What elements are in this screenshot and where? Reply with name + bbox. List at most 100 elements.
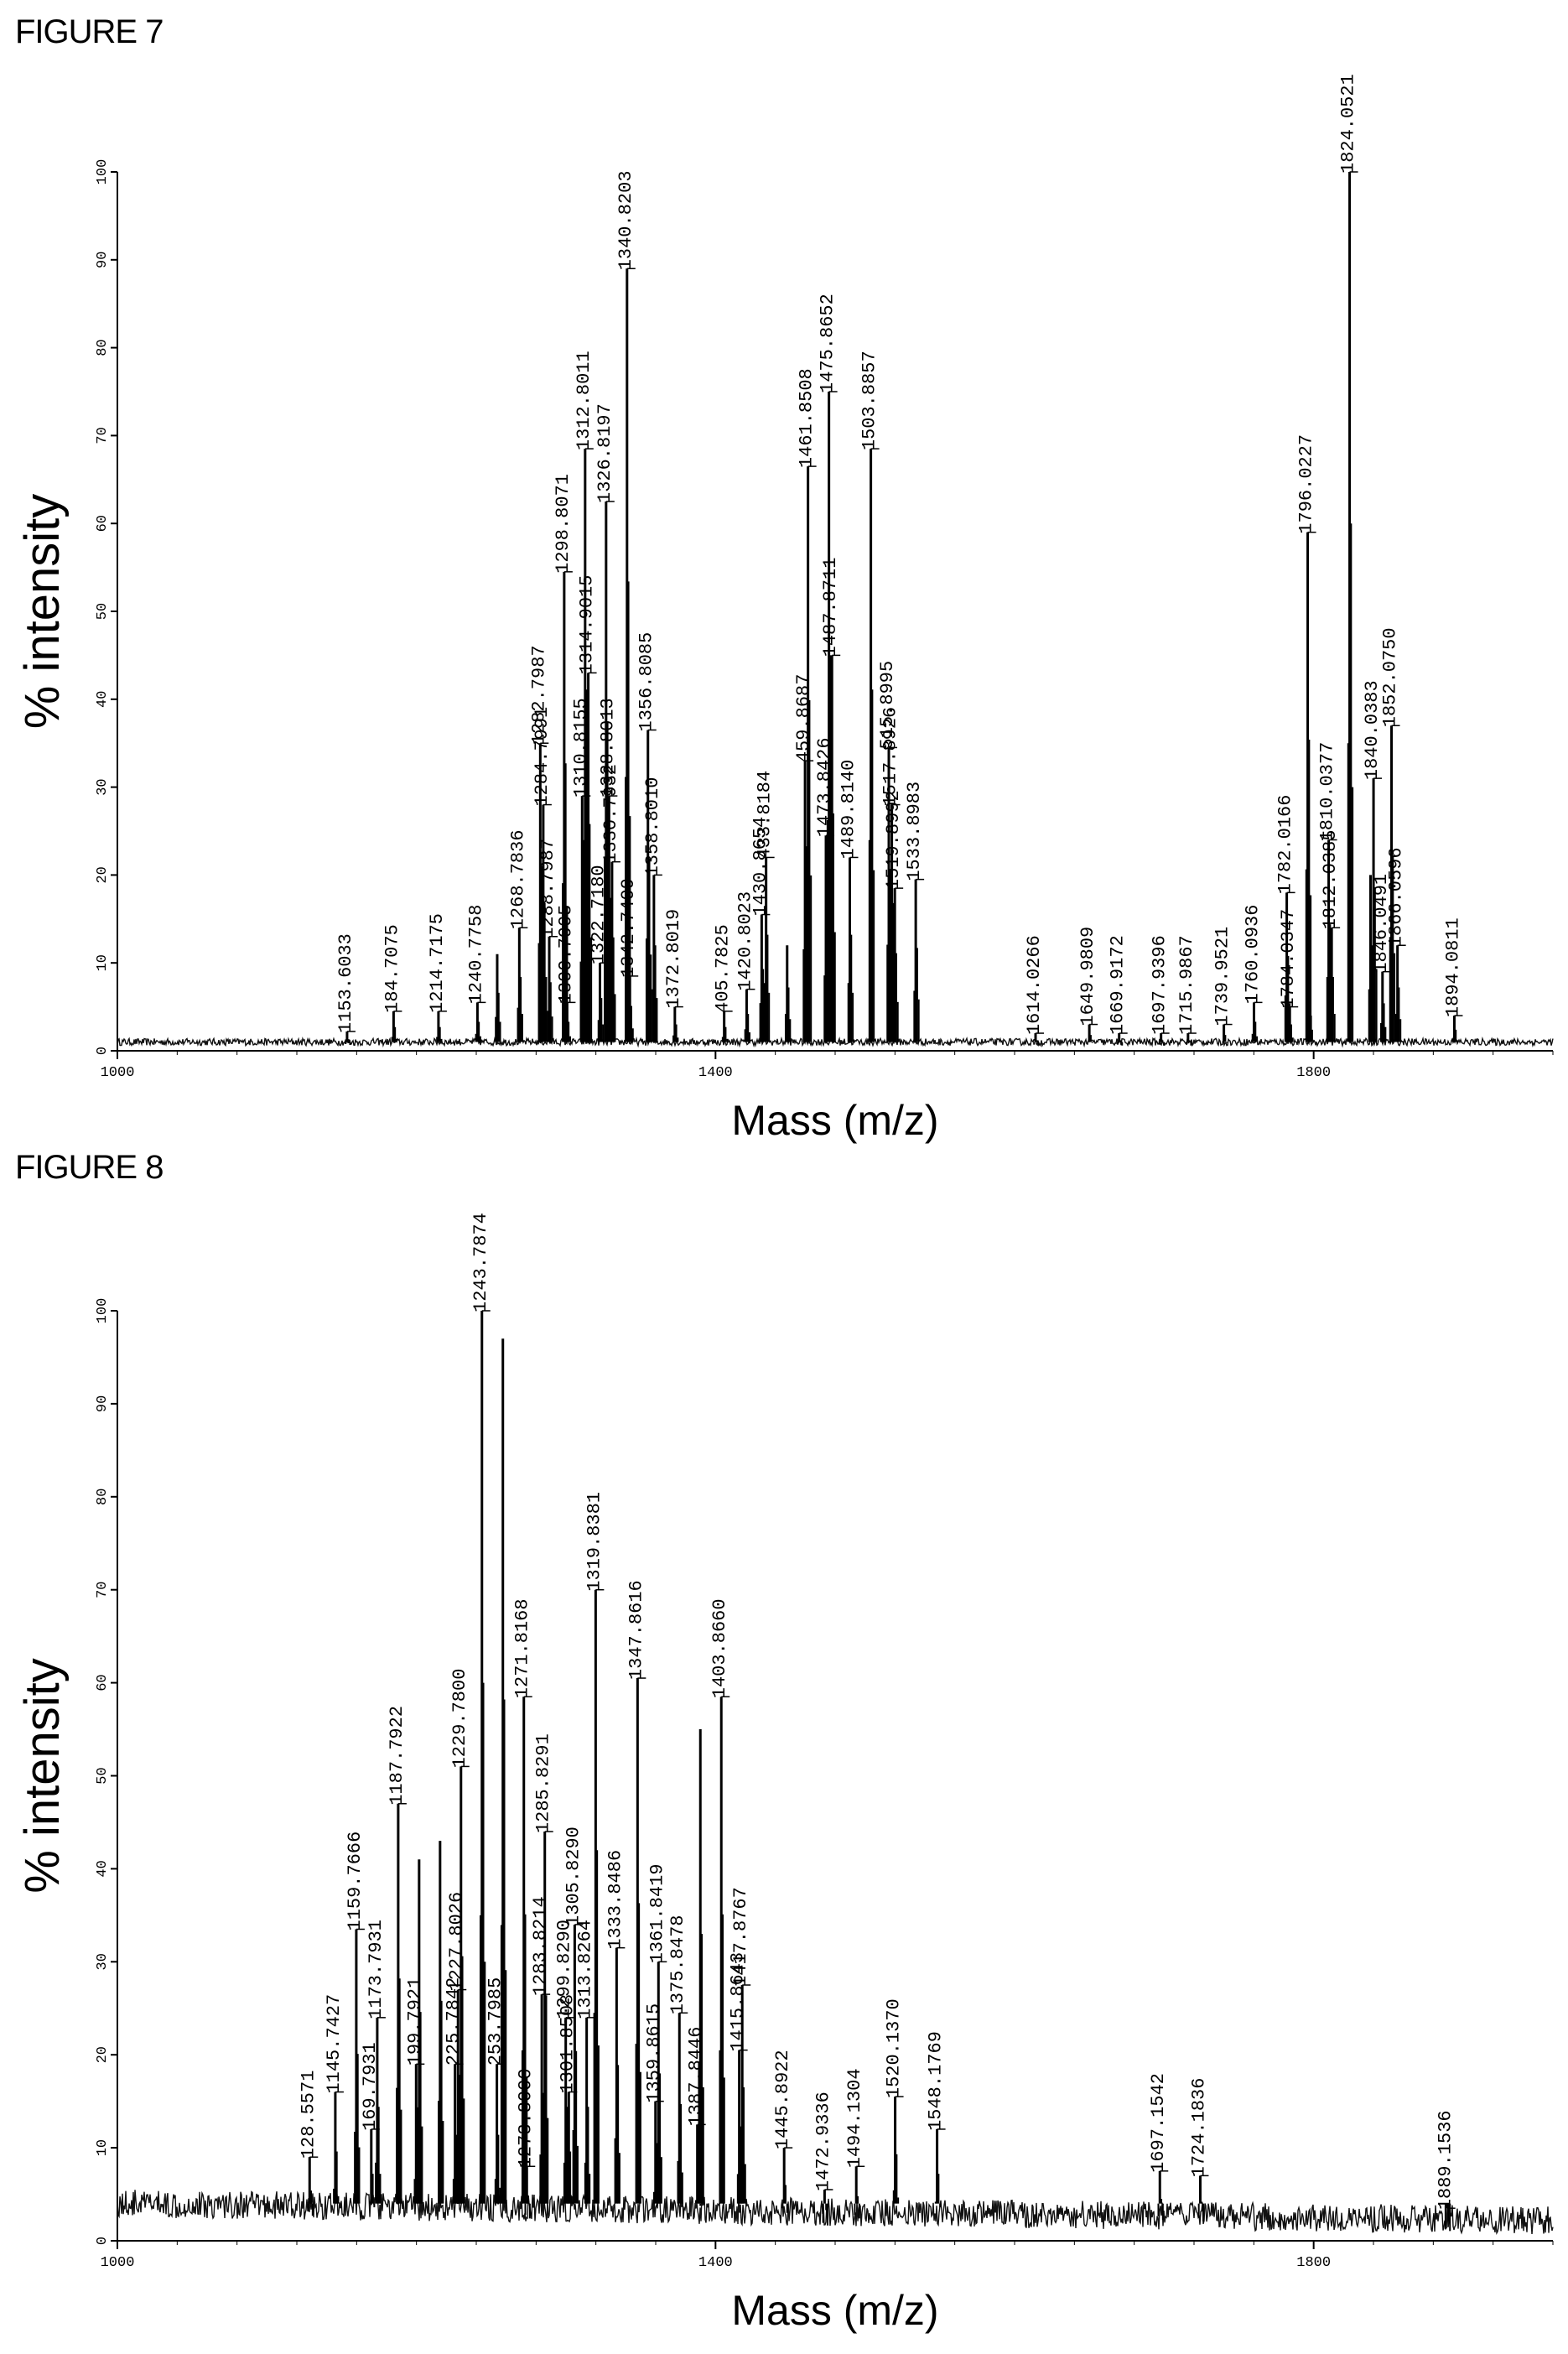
peak: 1403.8660 — [709, 1598, 730, 2204]
figure-7-title: FIGURE 7 — [15, 13, 164, 50]
peak-label: 1796.0227 — [1296, 434, 1317, 534]
peak: 1420.8023 — [735, 891, 755, 1042]
peak: 1487.8711 — [820, 558, 841, 1042]
y-tick-label: 40 — [95, 691, 111, 708]
peak-label: 1298.8071 — [553, 474, 574, 574]
x-tick-label: 1000 — [101, 1065, 135, 1081]
peak: 1282.7987 — [528, 645, 549, 1042]
peak: 1285.8291 — [533, 1733, 554, 2204]
peak: 1298.8071 — [553, 474, 574, 1042]
peak-label: 1824.0521 — [1338, 74, 1359, 174]
peak-label: 1812.0385 — [1320, 829, 1341, 929]
peak — [500, 1338, 507, 2204]
peak-label: 1284.7991 — [532, 707, 553, 807]
y-tick-label: 20 — [95, 2046, 111, 2063]
y-tick-label: 40 — [95, 1860, 111, 1877]
peak: 1796.0227 — [1296, 434, 1317, 1042]
peak-label: 1724.1836 — [1188, 2078, 1209, 2178]
peak: 1649.9809 — [1077, 927, 1098, 1043]
peak: 1784.0347 — [1278, 909, 1299, 1042]
peak-label: 1520.1370 — [884, 1998, 905, 2098]
peak-label: 1326.8197 — [594, 403, 615, 503]
peak-label: 1229.7800 — [449, 1669, 470, 1769]
figure-8-title: FIGURE 8 — [15, 1149, 164, 1186]
y-tick-label: 100 — [95, 159, 111, 185]
y-axis-title: % intensity — [15, 1658, 70, 1893]
peak: 1319.8381 — [584, 1492, 605, 2204]
peak: 1214.7175 — [427, 913, 448, 1042]
y-tick-label: 20 — [95, 866, 111, 883]
peak: 1243.7874 — [470, 1213, 491, 2204]
peak-label: 1846.0491 — [1371, 874, 1392, 974]
peak: 1268.7836 — [507, 829, 528, 1042]
peak-label: 1312.8011 — [574, 351, 594, 450]
peak-label: 1328.8013 — [597, 698, 618, 798]
x-tick-label: 1400 — [698, 1065, 733, 1081]
peak: 1760.0936 — [1243, 905, 1264, 1042]
peak-label: 1153.6033 — [335, 933, 356, 1033]
peak: 1240.7758 — [465, 905, 486, 1042]
y-tick-label: 50 — [95, 603, 111, 620]
peak-label: 199.7921 — [404, 1977, 425, 2066]
peak-label: 1548.1769 — [926, 2031, 947, 2131]
y-tick-label: 80 — [95, 1489, 111, 1505]
peak: 1284.7991 — [532, 707, 553, 1042]
peak-label: 1445.8922 — [772, 2050, 793, 2149]
peak — [698, 1729, 704, 2204]
peak — [495, 954, 501, 1042]
peak: 1330.7932 — [600, 764, 621, 1042]
peak: 1472.9336 — [813, 2092, 833, 2226]
peak-label: 1283.8214 — [530, 1896, 551, 1996]
y-tick-label: 70 — [95, 1581, 111, 1598]
peak: 1312.8011 — [574, 351, 594, 1042]
peak: 1187.7922 — [387, 1706, 408, 2204]
peak-label: 1739.9521 — [1212, 927, 1233, 1026]
peak-label: 1300.7905 — [555, 905, 576, 1005]
y-tick-label: 0 — [95, 1047, 111, 1055]
x-tick-label: 1800 — [1296, 2255, 1331, 2271]
peak-label: 405.7825 — [713, 924, 734, 1013]
peak: 1519.8992 — [883, 790, 904, 1042]
peak: 1342.7409 — [618, 878, 639, 1042]
peak: 1415.8643 — [728, 1952, 749, 2204]
peak-label: 1356.8085 — [636, 632, 657, 732]
peak: 1889.1536 — [1436, 2110, 1456, 2232]
y-tick-label: 10 — [95, 954, 111, 971]
y-tick-label: 90 — [95, 252, 111, 268]
peak-label: 1347.8616 — [626, 1580, 646, 1680]
peak-label: 1889.1536 — [1436, 2110, 1456, 2210]
peak-label: 1472.9336 — [813, 2092, 833, 2191]
peak-label: 1784.0347 — [1278, 909, 1299, 1009]
peak: 1894.0811 — [1442, 917, 1463, 1042]
peak-label: 1359.8615 — [644, 2003, 665, 2103]
peak-label: 1314.9015 — [577, 575, 598, 675]
peak-label: 1430.8654 — [750, 817, 771, 917]
peak-label: 1697.1542 — [1148, 2073, 1169, 2173]
peak-label: 1305.8290 — [563, 1827, 584, 1926]
peak-label: 1417.8767 — [730, 1887, 751, 1987]
peak-label: 1475.8652 — [818, 294, 839, 393]
peak: 1305.8290 — [563, 1827, 584, 2204]
peak-label: 1319.8381 — [584, 1492, 605, 1592]
peak: 1810.0377 — [1317, 742, 1338, 1042]
peak-label: 1159.7666 — [345, 1832, 366, 1931]
peak: 1715.9867 — [1176, 935, 1197, 1046]
peak-label: 459.8687 — [793, 674, 814, 763]
peak — [784, 945, 792, 1042]
peak-label: 1420.8023 — [735, 891, 755, 991]
peak-label: 1288.7987 — [537, 839, 558, 938]
peak-label: 1299.8290 — [554, 1920, 575, 2019]
peak: 1417.8767 — [730, 1887, 751, 2204]
peak: 1271.8168 — [512, 1598, 533, 2204]
peak-label: 1852.0750 — [1380, 627, 1401, 727]
peak: 1846.0491 — [1371, 874, 1392, 1042]
x-tick-label: 1000 — [101, 2255, 135, 2271]
peak: 1824.0521 — [1338, 74, 1359, 1042]
y-tick-label: 30 — [95, 778, 111, 795]
x-axis-title: Mass (m/z) — [731, 2287, 938, 2334]
peak: 1614.0266 — [1024, 935, 1045, 1046]
peak-label: 1403.8660 — [709, 1598, 730, 1698]
peak: 1866.0596 — [1386, 847, 1407, 1042]
peak-label: 128.5571 — [298, 2071, 319, 2159]
